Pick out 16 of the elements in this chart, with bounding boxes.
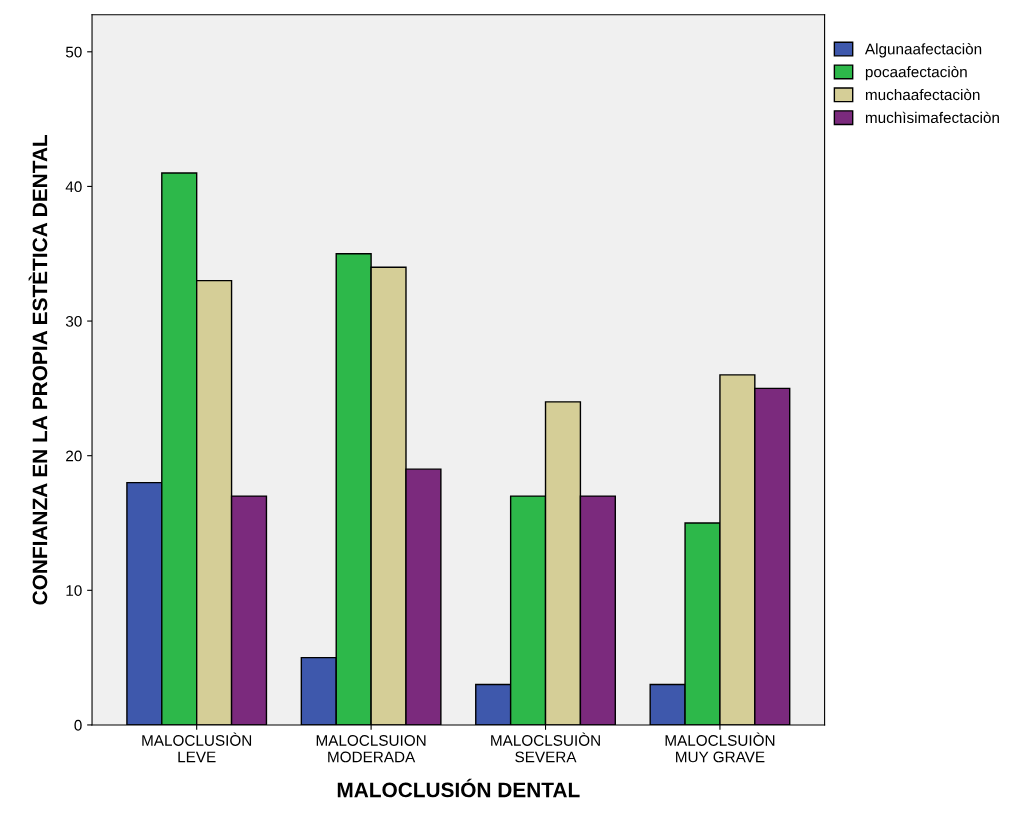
y-tick-label: 30 [65, 315, 82, 327]
x-tick-label: MALOCLUSIÒN LEVE [142, 732, 252, 763]
legend-label: muchaafectaciòn [865, 88, 980, 101]
x-axis-title: MALOCLUSIÓN DENTAL [337, 778, 580, 798]
y-tick-label: 40 [65, 181, 82, 193]
y-axis-title: CONFIANZA EN LA PROPIA ESTÈTICA DENTAL [28, 134, 48, 605]
legend-label: muchìsimafectaciòn [865, 111, 999, 124]
y-tick-label: 50 [65, 46, 82, 58]
x-tick-label: MALOCLSUION MODERADA [316, 735, 426, 763]
legend-label: pocaafectaciòn [865, 65, 967, 81]
x-tick-label: MALOCLSUIÒN MUY GRAVE [665, 732, 775, 763]
x-tick-label: MALOCLSUIÒN SEVERA [491, 732, 600, 763]
y-tick-label: 0 [74, 719, 82, 731]
y-tick-label: 20 [66, 450, 82, 462]
y-tick-label: 10 [66, 585, 82, 596]
legend-label: Algunaafectaciòn [864, 43, 982, 58]
